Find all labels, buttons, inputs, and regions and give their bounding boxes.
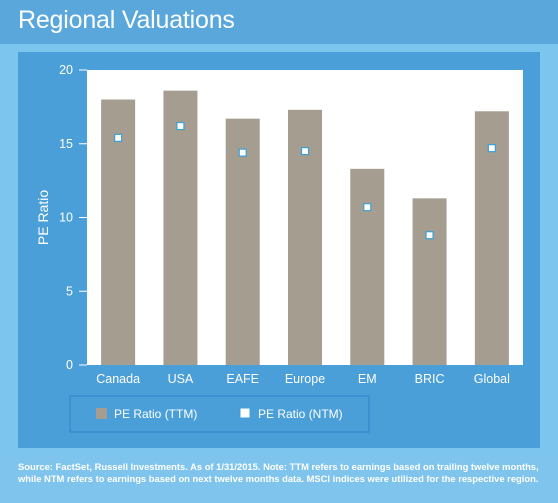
x-tick-label: BRIC bbox=[415, 372, 445, 386]
ntm-marker bbox=[114, 133, 123, 142]
ntm-marker bbox=[425, 231, 434, 240]
legend-label-ntm: PE Ratio (NTM) bbox=[258, 407, 343, 421]
x-tick-label: EM bbox=[358, 372, 377, 386]
source-note: Source: FactSet, Russell Investments. As… bbox=[18, 461, 539, 484]
legend-swatch-ttm bbox=[96, 408, 107, 419]
legend: PE Ratio (TTM) PE Ratio (NTM) bbox=[69, 395, 370, 433]
x-tick-label: EAFE bbox=[226, 372, 259, 386]
x-tick-label: Canada bbox=[96, 372, 140, 386]
bar bbox=[163, 90, 198, 366]
x-tick-label: Europe bbox=[285, 372, 325, 386]
chart-title: Regional Valuations bbox=[18, 6, 235, 34]
bar bbox=[225, 118, 260, 365]
y-tick-label: 15 bbox=[59, 137, 73, 151]
bar bbox=[101, 99, 136, 365]
x-tick-label: Global bbox=[474, 372, 510, 386]
legend-label-ttm: PE Ratio (TTM) bbox=[114, 407, 197, 421]
ntm-marker bbox=[300, 147, 310, 156]
ntm-marker bbox=[363, 203, 372, 212]
y-tick-label: 5 bbox=[66, 284, 73, 298]
y-tick-label: 10 bbox=[59, 211, 73, 225]
marker-series bbox=[114, 121, 496, 240]
bar bbox=[412, 198, 447, 365]
bar bbox=[350, 168, 385, 365]
y-axis: 0 5 10 15 20 PE Ratio bbox=[35, 63, 87, 372]
ntm-marker bbox=[238, 148, 247, 157]
legend-box bbox=[69, 395, 370, 433]
header-bar bbox=[0, 0, 558, 44]
legend-swatch-ntm bbox=[239, 407, 251, 419]
y-tick-label: 0 bbox=[66, 358, 73, 372]
bar bbox=[474, 111, 509, 365]
footer-band bbox=[0, 455, 558, 503]
y-tick-label: 20 bbox=[59, 63, 73, 77]
ntm-marker bbox=[176, 121, 185, 131]
ntm-marker bbox=[487, 144, 496, 153]
x-tick-label: USA bbox=[168, 372, 194, 386]
y-axis-title: PE Ratio bbox=[35, 190, 51, 245]
x-axis: Canada USA EAFE Europe EM BRIC Global bbox=[96, 372, 510, 386]
